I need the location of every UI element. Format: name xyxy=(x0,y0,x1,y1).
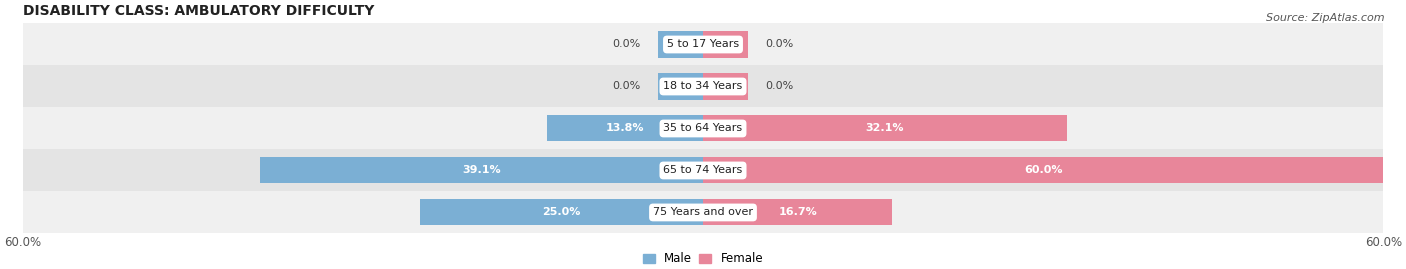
Text: 39.1%: 39.1% xyxy=(463,165,501,175)
Bar xyxy=(419,199,703,225)
Text: 0.0%: 0.0% xyxy=(765,82,793,91)
Text: 5 to 17 Years: 5 to 17 Years xyxy=(666,40,740,49)
Bar xyxy=(260,157,703,183)
Bar xyxy=(658,31,703,58)
Legend: Male, Female: Male, Female xyxy=(643,252,763,265)
Text: 16.7%: 16.7% xyxy=(779,207,817,217)
Text: 75 Years and over: 75 Years and over xyxy=(652,207,754,217)
Bar xyxy=(703,199,893,225)
Text: 0.0%: 0.0% xyxy=(765,40,793,49)
Bar xyxy=(658,73,703,100)
Bar xyxy=(703,115,1067,141)
Text: 18 to 34 Years: 18 to 34 Years xyxy=(664,82,742,91)
Text: 0.0%: 0.0% xyxy=(613,40,641,49)
Text: 13.8%: 13.8% xyxy=(606,123,644,133)
Text: 65 to 74 Years: 65 to 74 Years xyxy=(664,165,742,175)
Bar xyxy=(22,150,1384,192)
Text: 35 to 64 Years: 35 to 64 Years xyxy=(664,123,742,133)
Text: 60.0%: 60.0% xyxy=(1024,165,1063,175)
Bar xyxy=(703,157,1384,183)
Text: Source: ZipAtlas.com: Source: ZipAtlas.com xyxy=(1267,13,1385,23)
Text: 32.1%: 32.1% xyxy=(866,123,904,133)
Bar xyxy=(22,192,1384,233)
Text: DISABILITY CLASS: AMBULATORY DIFFICULTY: DISABILITY CLASS: AMBULATORY DIFFICULTY xyxy=(22,4,374,18)
Bar xyxy=(547,115,703,141)
Text: 25.0%: 25.0% xyxy=(543,207,581,217)
Bar xyxy=(22,23,1384,65)
Text: 0.0%: 0.0% xyxy=(613,82,641,91)
Bar xyxy=(22,108,1384,150)
Bar xyxy=(22,65,1384,108)
Bar xyxy=(703,73,748,100)
Bar xyxy=(703,31,748,58)
